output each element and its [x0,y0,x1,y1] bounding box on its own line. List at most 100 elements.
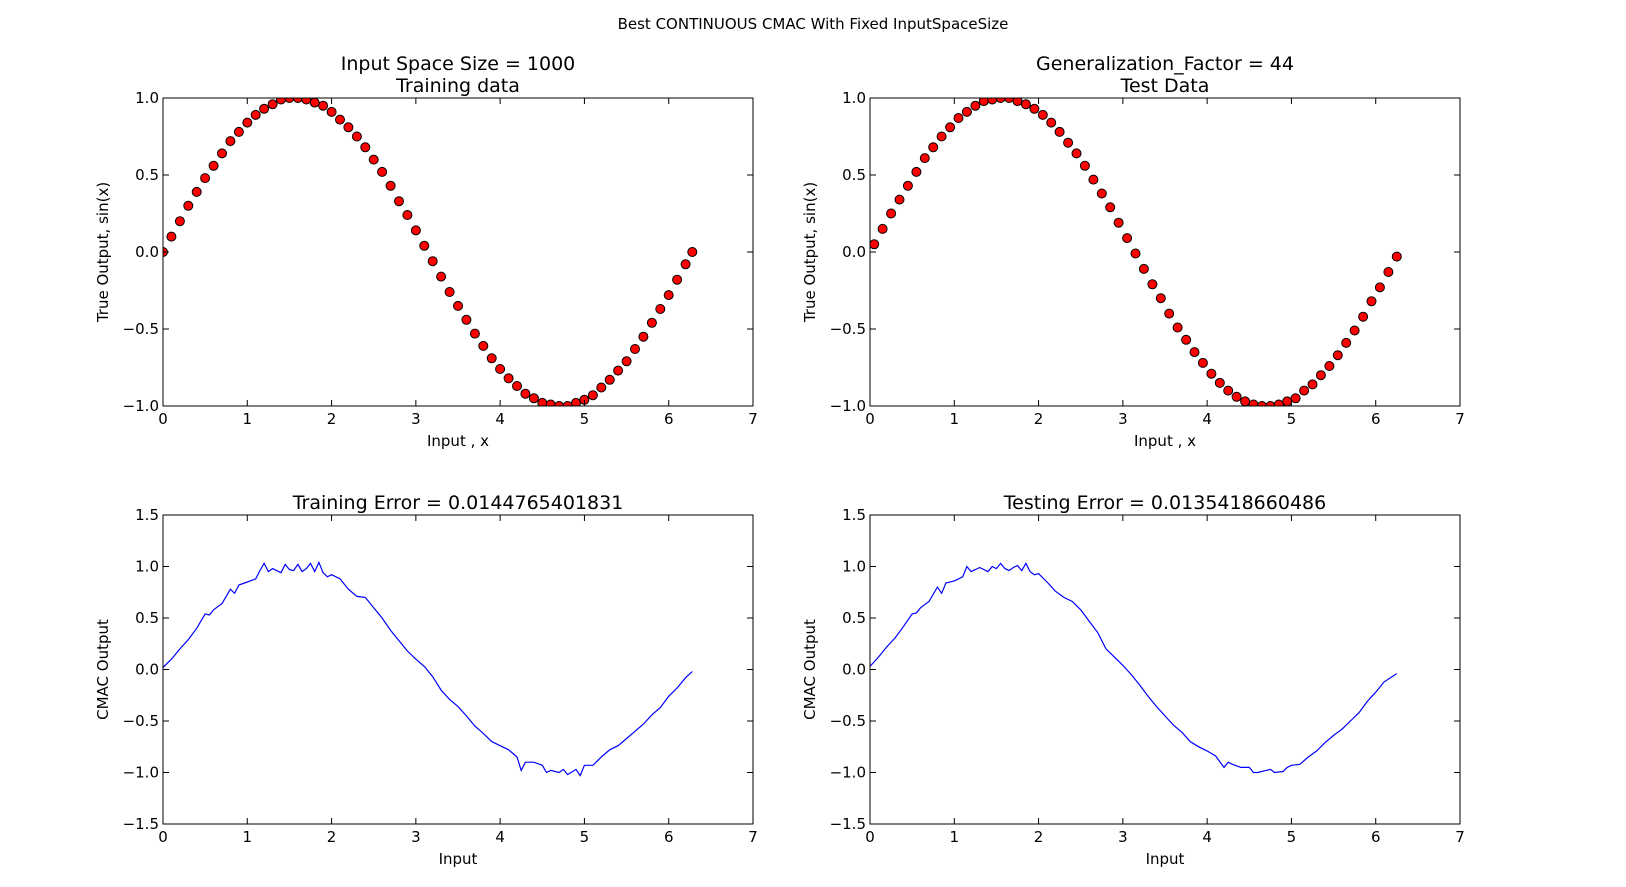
y-axis-label: CMAC Output [801,619,819,720]
data-point [402,210,413,220]
data-point [1256,401,1267,406]
data-point [1197,357,1208,368]
data-point [672,274,683,285]
data-point [1181,334,1192,345]
data-point [225,136,236,147]
data-point [1172,322,1183,333]
subplot-title: Input Space Size = 1000 [341,53,576,75]
subplot-title: Generalization_Factor = 44 [1036,53,1294,75]
x-tick-label: 1 [243,410,253,428]
x-tick-label: 3 [411,410,421,428]
x-axis-label: Input , x [1134,432,1196,450]
subplot-3: 0 1 2 3 4 5 6 7 1.5 1.0 0.5 0.0 −0.5 −1.0 −1.5 Input CMA… [94,492,758,868]
data-point [961,106,972,117]
data-point [1341,337,1352,348]
x-tick-label: 5 [1287,410,1297,428]
data-point [1155,293,1166,304]
data-point [174,216,185,227]
data-point [191,186,202,197]
y-tick-label: 0.0 [135,661,159,679]
data-point [919,153,930,164]
y-tick-label: 0.5 [135,609,159,627]
x-axis-label: Input , x [427,432,489,450]
data-point [638,331,649,342]
figure-title: Best CONTINUOUS CMAC With Fixed InputSpa… [618,15,1009,33]
y-tick-label: −1.5 [830,815,866,833]
data-point [554,401,565,406]
data-point [326,106,337,117]
data-point [655,304,666,314]
data-point [200,173,211,184]
x-tick-label: 2 [327,410,337,428]
data-point [587,390,598,401]
data-point [385,180,396,191]
data-point [419,240,430,251]
data-point [453,300,463,311]
x-tick-label: 7 [1455,410,1465,428]
x-tick-label: 5 [1287,828,1297,846]
x-tick-label: 7 [748,410,758,428]
data-point [1046,117,1057,128]
x-tick-label: 6 [664,828,674,846]
data-point [335,114,345,125]
data-point [1349,325,1360,336]
data-point [1113,217,1124,228]
x-tick-label: 6 [1371,828,1381,846]
data-point [377,166,388,177]
data-point [596,382,607,393]
data-point [166,231,177,242]
data-point [928,142,939,153]
data-point [1223,385,1234,396]
data-point [911,166,922,177]
subplots: 0 1 2 3 4 5 6 7 1.0 0.5 0.0 −0.5 −1.0 Input , x True O… [94,53,1465,868]
x-tick-label: 1 [950,410,960,428]
data-point [1138,263,1149,274]
x-tick-label: 5 [580,828,590,846]
y-tick-label: 0.0 [842,661,866,679]
y-tick-label: −0.5 [123,320,159,338]
data-point [292,98,303,103]
data-point [1088,174,1099,185]
data-point [1164,308,1175,319]
data-point [1240,396,1251,406]
y-tick-label: 1.5 [842,506,866,524]
data-point [1130,248,1141,259]
data-point [242,117,253,128]
data-point [630,344,640,354]
x-tick-label: 0 [865,828,875,846]
data-point [512,381,522,391]
x-tick-label: 3 [411,828,421,846]
x-tick-label: 7 [1455,828,1465,846]
data-point [1206,368,1217,379]
data-point [646,317,657,328]
y-tick-label: −0.5 [123,712,159,730]
y-axis-label: True Output, sin(x) [94,182,112,323]
data-point [486,353,497,364]
data-point [1096,188,1107,199]
x-tick-label: 1 [950,828,960,846]
data-point [953,113,964,123]
y-tick-label: 0.0 [135,243,159,261]
y-tick-label: −0.5 [830,712,866,730]
data-point [1063,137,1074,148]
data-point [1037,109,1048,120]
data-point [1105,202,1116,213]
data-point [1332,350,1343,361]
x-tick-label: 6 [1371,410,1381,428]
data-point [1391,251,1402,262]
data-point [604,374,615,385]
data-point [410,225,421,236]
data-point [663,290,674,301]
data-point [1122,233,1133,244]
data-point [520,388,531,399]
data-point [1079,160,1090,171]
data-point [1265,401,1276,406]
subplot-title: Training data [395,75,520,97]
subplot-title: Test Data [1120,75,1210,97]
data-point [1315,370,1326,381]
subplot-title: Training Error = 0.0144765401831 [292,492,624,514]
data-point [394,196,404,207]
data-point [995,98,1006,103]
y-tick-label: 1.5 [135,506,159,524]
